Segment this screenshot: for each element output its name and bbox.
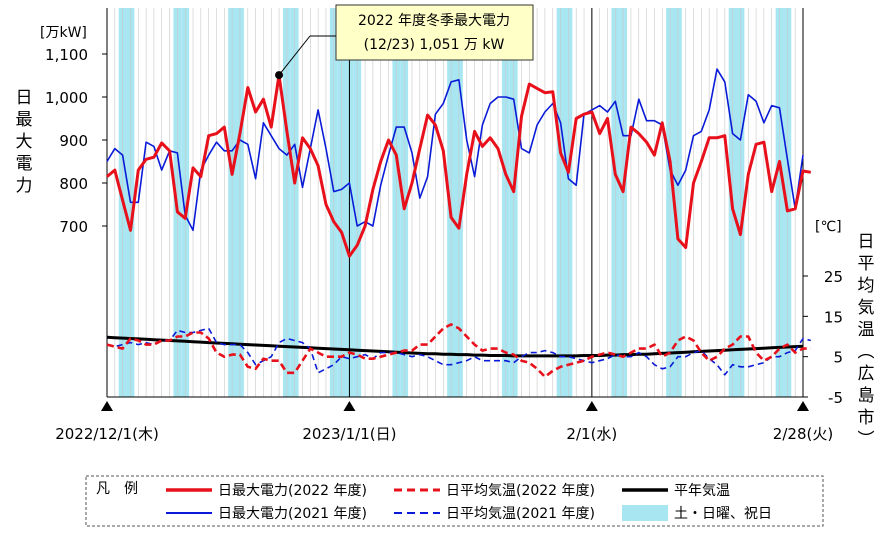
legend-label: 日最大電力(2022 年度) (218, 483, 367, 499)
left-axis-unit: [万kW] (40, 25, 87, 41)
x-tick-label: 2022/12/1(木) (55, 425, 159, 443)
left-tick-label: 900 (59, 132, 88, 150)
x-axis-labels: 2022/12/1(木) 2023/1/1(日) 2/1(水) 2/28(火) (55, 425, 833, 443)
right-tick-label: -5 (828, 389, 843, 407)
legend-label: 平年気温 (674, 483, 730, 499)
date-marker (343, 401, 356, 411)
callout-title: 2022 年度冬季最大電力 (358, 13, 510, 29)
series-layer (106, 68, 812, 379)
left-axis-title-char: 最 (16, 110, 33, 130)
tick-marks (101, 401, 809, 411)
right-axis-title-char: 気 (858, 298, 875, 318)
left-axis-title-char: 大 (16, 132, 33, 152)
right-axis-title-char: 市 (858, 408, 875, 428)
series-line-1 (106, 68, 804, 232)
legend-heading: 凡 例 (96, 481, 138, 497)
legend-item: 日最大電力(2021 年度) (166, 506, 367, 522)
left-axis-title-char: 日 (16, 88, 33, 108)
right-tick-label: 15 (824, 308, 843, 326)
legend-item: 日最大電力(2022 年度) (166, 483, 367, 499)
legend-item: 平年気温 (622, 483, 730, 499)
date-marker (101, 401, 113, 411)
series-line-4 (106, 335, 804, 358)
legend-label: 日最大電力(2021 年度) (218, 506, 367, 522)
right-axis-title-char: 島 (858, 386, 875, 406)
right-axis-title-char: ︵ (858, 342, 875, 362)
left-axis-title: 日最大電力 (16, 88, 33, 196)
date-marker (797, 401, 809, 411)
right-axis-title-char: 平 (858, 254, 875, 274)
left-tick-label: 1,100 (45, 46, 88, 64)
x-tick-label: 2023/1/1(日) (302, 425, 396, 443)
legend-swatch (622, 505, 668, 521)
right-axis-title-char: 日 (858, 232, 875, 252)
peak-callout: 2022 年度冬季最大電力 (12/23) 1,051 万 kW (275, 4, 534, 80)
right-tick-label: 5 (833, 349, 843, 367)
right-axis-title-char: 温 (858, 320, 875, 340)
legend-label: 日平均気温(2022 年度) (446, 483, 595, 499)
legend-item: 日平均気温(2021 年度) (394, 506, 595, 522)
legend-item: 土・日曜、祝日 (622, 505, 772, 522)
series-line-2 (106, 323, 811, 379)
x-tick-label: 2/1(水) (566, 425, 617, 443)
legend-label: 日平均気温(2021 年度) (446, 506, 595, 522)
series-line-0 (106, 73, 812, 258)
right-axis-title: 日平均気温︵広島市︶ (858, 232, 875, 450)
right-axis-unit: [℃] (815, 219, 842, 235)
right-axis-title-char: 均 (858, 276, 875, 296)
month-divider-lines (348, 8, 593, 397)
axes: 700 800 900 1,000 1,100 -5 5 15 25 (45, 8, 843, 407)
legend-item: 日平均気温(2022 年度) (394, 483, 595, 499)
peak-marker (275, 71, 284, 80)
left-axis-title-char: 電 (16, 154, 33, 174)
left-tick-label: 700 (59, 218, 88, 236)
callout-leader-line (278, 35, 311, 76)
callout-value: (12/23) 1,051 万 kW (364, 37, 505, 53)
right-axis-title-char: 広 (858, 364, 875, 384)
legend: 凡 例 日最大電力(2022 年度) 日平均気温(2022 年度) 平年気温日最大電… (85, 475, 824, 527)
callout-box (335, 4, 534, 61)
legend-items: 日最大電力(2022 年度) 日平均気温(2022 年度) 平年気温日最大電力(20… (166, 483, 772, 522)
left-tick-label: 800 (59, 175, 88, 193)
legend-box (85, 475, 824, 527)
date-marker (585, 401, 598, 411)
series-line-3 (106, 327, 811, 376)
right-axis-title-char: ︶ (858, 430, 875, 450)
left-tick-label: 1,000 (45, 89, 88, 107)
legend-label: 土・日曜、祝日 (674, 506, 772, 522)
left-axis-title-char: 力 (16, 176, 33, 196)
right-tick-label: 25 (824, 268, 843, 286)
x-tick-label: 2/28(火) (773, 425, 833, 443)
